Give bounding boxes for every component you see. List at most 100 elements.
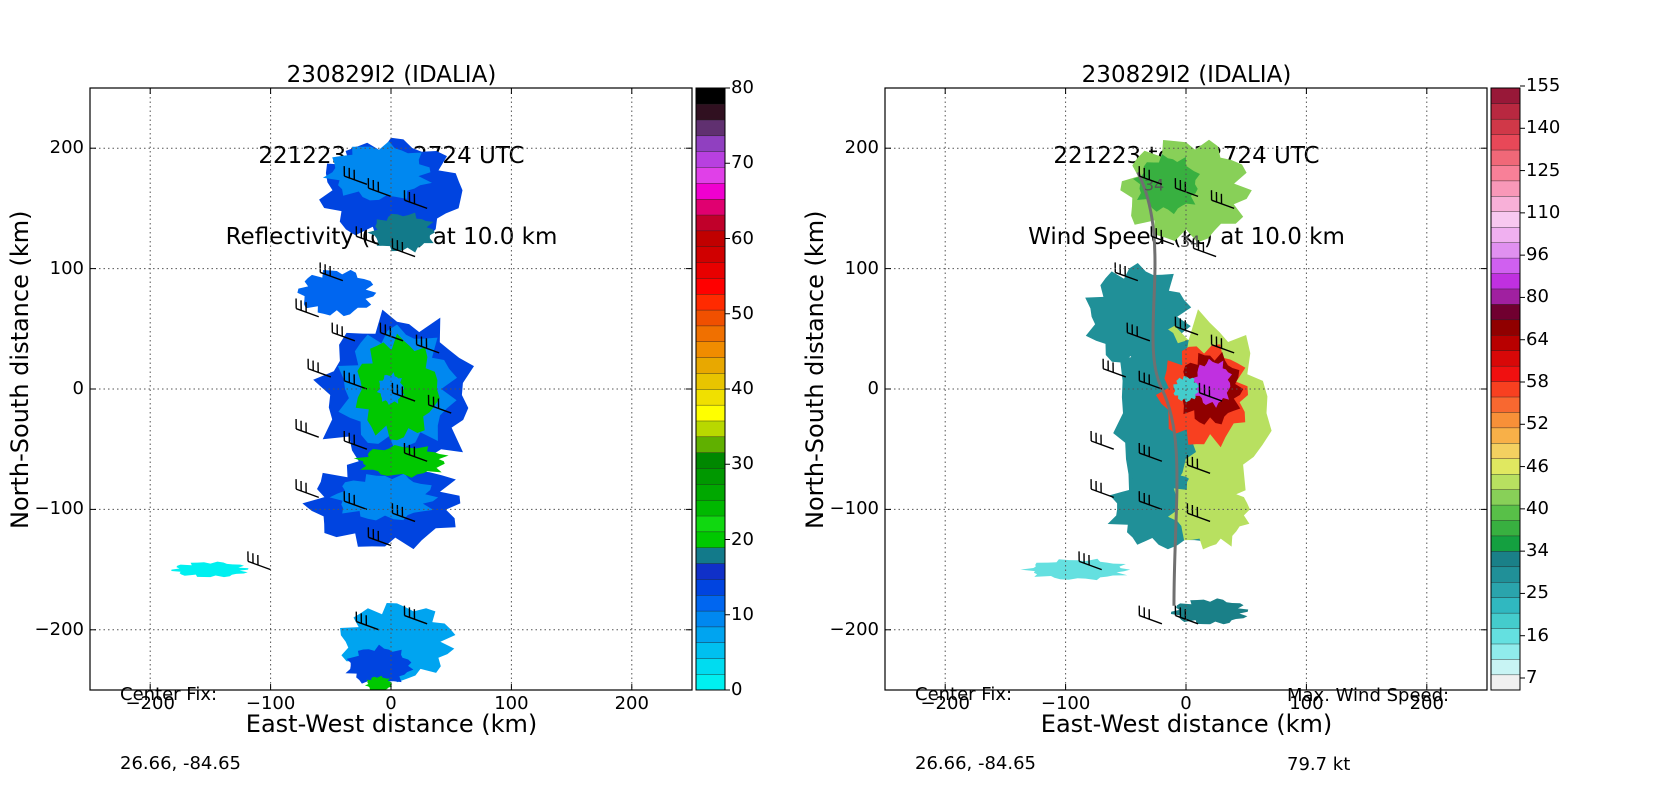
colorbar-swatch <box>1491 443 1520 459</box>
contour-label-1: 34 <box>1180 232 1200 251</box>
colorbar-tick-label: 52 <box>1526 413 1549 434</box>
colorbar-swatch <box>696 642 725 658</box>
rainband-arm <box>297 270 376 316</box>
colorbar-tick-label: 46 <box>1526 456 1549 477</box>
colorbar-tick-label: 80 <box>731 77 754 98</box>
colorbar-swatch <box>696 167 725 183</box>
colorbar-swatch <box>696 341 725 357</box>
colorbar-tick-label: 96 <box>1526 244 1549 265</box>
colorbar-swatch <box>1491 381 1520 397</box>
wind-barb-staff <box>1091 489 1114 497</box>
y-tick-label: 100 <box>845 258 879 279</box>
colorbar-swatch <box>696 468 725 484</box>
colorbar-swatch <box>696 310 725 326</box>
colorbar-swatch <box>1491 644 1520 660</box>
wind-barb-staff <box>1139 616 1162 624</box>
x-tick-label: −200 <box>110 693 190 714</box>
colorbar-swatch <box>1491 520 1520 536</box>
colorbar-swatch <box>696 183 725 199</box>
colorbar-swatch <box>696 452 725 468</box>
colorbar-tick-label: 10 <box>731 604 754 625</box>
colorbar-swatch <box>1491 320 1520 336</box>
wind-barb-staff <box>296 429 319 437</box>
colorbar-swatch <box>1491 675 1520 691</box>
colorbar-swatch <box>1491 335 1520 351</box>
colorbar-swatch <box>696 246 725 262</box>
x-tick-label: −100 <box>231 693 311 714</box>
colorbar-swatch <box>696 595 725 611</box>
colorbar-tick-label: 50 <box>731 303 754 324</box>
data-field <box>171 138 474 692</box>
colorbar-tick-label: 60 <box>731 228 754 249</box>
wind-fragment-west <box>1020 559 1130 580</box>
colorbar-swatch <box>696 500 725 516</box>
colorbar-swatch <box>696 389 725 405</box>
colorbar-swatch <box>696 484 725 500</box>
colorbar-swatch <box>1491 350 1520 366</box>
colorbar-tick-label: 16 <box>1526 625 1549 646</box>
colorbar-swatch <box>696 104 725 120</box>
fragment-west <box>171 562 248 578</box>
colorbar-swatch <box>696 516 725 532</box>
colorbar-swatch <box>1491 536 1520 552</box>
colorbar-tick-label: 58 <box>1526 371 1549 392</box>
wind-far-south <box>1171 598 1248 624</box>
colorbar-swatch <box>1491 458 1520 474</box>
colorbar-tick-label: 140 <box>1526 117 1560 138</box>
colorbar-swatch <box>696 231 725 247</box>
colorbar-swatch <box>1491 196 1520 212</box>
colorbar-swatch <box>1491 582 1520 598</box>
x-tick-label: 0 <box>351 693 431 714</box>
colorbar-swatch <box>1491 489 1520 505</box>
colorbar-swatch <box>1491 412 1520 428</box>
colorbar-swatch <box>1491 134 1520 150</box>
colorbar-swatch <box>1491 88 1520 104</box>
colorbar-swatch <box>696 136 725 152</box>
colorbar-swatch <box>1491 304 1520 320</box>
colorbar-swatch <box>696 658 725 674</box>
x-tick-label: 200 <box>1387 693 1467 714</box>
colorbar-swatch <box>696 579 725 595</box>
wind-barb-staff <box>296 489 319 497</box>
colorbar-swatch <box>1491 273 1520 289</box>
y-tick-label: 200 <box>845 137 879 158</box>
colorbar-swatch <box>1491 628 1520 644</box>
colorbar-swatch <box>1491 474 1520 490</box>
x-tick-label: 0 <box>1146 693 1226 714</box>
colorbar-swatch <box>1491 397 1520 413</box>
wind-barb-staff <box>1194 248 1217 256</box>
colorbar-swatch <box>696 278 725 294</box>
colorbar-tick-label: 7 <box>1526 667 1537 688</box>
y-tick-label: 200 <box>50 137 84 158</box>
colorbar-swatch <box>696 674 725 690</box>
x-tick-label: −100 <box>1026 693 1106 714</box>
colorbar-swatch <box>1491 258 1520 274</box>
colorbar-swatch <box>696 151 725 167</box>
colorbar-tick-label: 40 <box>1526 498 1549 519</box>
colorbar-tick-label: 70 <box>731 152 754 173</box>
y-tick-label: 0 <box>73 378 84 399</box>
colorbar-swatch <box>696 563 725 579</box>
colorbar-swatch <box>1491 613 1520 629</box>
colorbar-swatch <box>696 215 725 231</box>
colorbar-swatch <box>696 326 725 342</box>
colorbar-swatch <box>1491 505 1520 521</box>
colorbar-swatch <box>1491 211 1520 227</box>
colorbar-tick-label: 40 <box>731 378 754 399</box>
x-tick-label: 200 <box>592 693 672 714</box>
colorbar-swatch <box>696 611 725 627</box>
colorbar-swatch <box>1491 103 1520 119</box>
wind-barb-staff <box>356 236 379 244</box>
y-tick-label: −200 <box>35 619 84 640</box>
colorbar-swatch <box>1491 242 1520 258</box>
colorbar-swatch <box>696 262 725 278</box>
colorbar-tick-label: 64 <box>1526 329 1549 350</box>
wind-barb-staff <box>308 369 331 377</box>
colorbar-swatch <box>696 405 725 421</box>
colorbar-swatch <box>1491 551 1520 567</box>
colorbar-swatch <box>696 120 725 136</box>
colorbar-swatch <box>696 373 725 389</box>
